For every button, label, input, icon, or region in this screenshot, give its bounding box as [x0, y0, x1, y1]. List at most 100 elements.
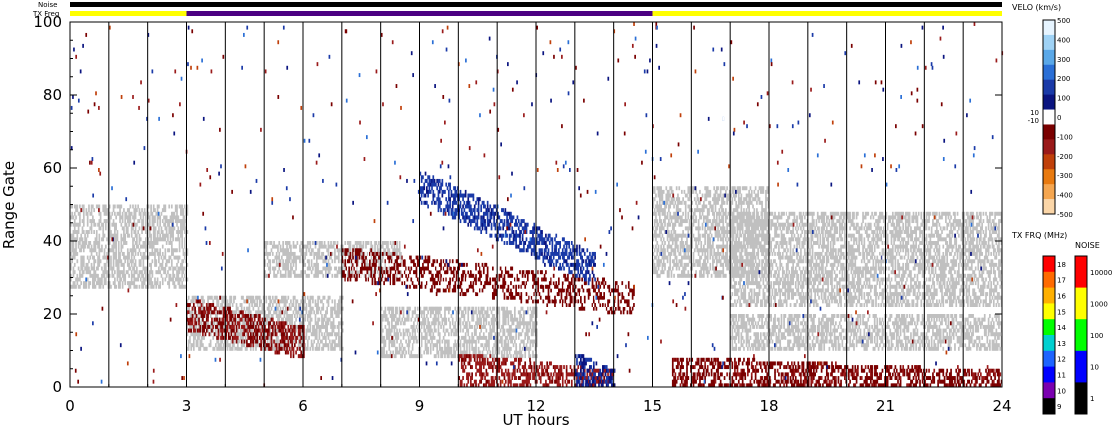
ground-scatter-cell: [213, 295, 216, 300]
ground-scatter-cell: [519, 332, 521, 337]
ground-scatter-cell: [664, 255, 666, 260]
ground-scatter-cell: [706, 222, 709, 227]
ground-scatter-cell: [454, 321, 457, 326]
ground-scatter-cell: [314, 346, 317, 351]
ground-scatter-cell: [376, 259, 379, 264]
ground-scatter-cell: [493, 306, 495, 311]
ground-scatter-cell: [673, 222, 675, 227]
ground-scatter-cell: [148, 273, 151, 278]
ground-scatter-cell: [657, 193, 660, 198]
ground-scatter-cell: [266, 339, 269, 344]
ground-scatter-cell: [200, 339, 203, 344]
ground-scatter-cell: [485, 335, 488, 340]
ground-scatter-cell: [158, 226, 160, 231]
ground-scatter-cell: [533, 328, 536, 333]
ground-scatter-cell: [283, 273, 286, 278]
ground-scatter-cell: [424, 328, 427, 333]
ground-scatter-cell: [295, 317, 297, 322]
ground-scatter-cell: [189, 324, 191, 329]
ground-scatter-cell: [275, 259, 278, 264]
ground-scatter-cell: [150, 204, 152, 209]
ground-scatter-cell: [473, 310, 476, 315]
ground-scatter-cell: [737, 244, 740, 249]
ground-scatter-cell: [415, 354, 418, 359]
ground-scatter-cell: [400, 270, 402, 275]
ground-scatter-cell: [318, 332, 321, 337]
ground-scatter-cell: [472, 350, 475, 355]
ground-scatter-cell: [419, 321, 422, 326]
ground-scatter-cell: [337, 321, 340, 326]
ground-scatter-cell: [286, 255, 288, 260]
ground-scatter-cell: [687, 273, 690, 278]
ground-scatter-cell: [138, 270, 141, 275]
ground-scatter-cell: [677, 215, 679, 220]
ground-scatter-cell: [468, 321, 471, 326]
ground-scatter-cell: [695, 189, 697, 194]
ground-scatter-cell: [310, 306, 313, 311]
ground-scatter-cell: [525, 328, 528, 333]
ground-scatter-cell: [112, 281, 115, 286]
ground-scatter-cell: [90, 208, 93, 213]
ground-scatter-cell: [702, 204, 705, 209]
ground-scatter-cell: [388, 321, 391, 326]
ground-scatter-cell: [658, 273, 661, 278]
ground-scatter-cell: [749, 215, 752, 220]
ground-scatter-cell: [134, 277, 137, 282]
ground-scatter-cell: [682, 244, 684, 249]
ground-scatter-cell: [513, 310, 516, 315]
ground-scatter-cell: [438, 321, 441, 326]
ground-scatter-cell: [750, 200, 753, 205]
ground-scatter-cell: [671, 215, 674, 220]
ground-scatter-cell: [507, 332, 510, 337]
ground-scatter-cell: [79, 215, 81, 220]
ground-scatter-cell: [202, 303, 204, 307]
ground-scatter-cell: [662, 248, 665, 253]
ground-scatter-cell: [318, 328, 321, 333]
ground-scatter-cell: [126, 251, 129, 256]
ground-scatter-cell: [222, 324, 225, 329]
ground-scatter-cell: [683, 255, 686, 260]
ground-scatter-cell: [739, 303, 741, 307]
ground-scatter-cell: [230, 346, 233, 351]
ground-scatter-cell: [234, 310, 237, 315]
ground-scatter-cell: [656, 222, 659, 227]
ground-scatter-cell: [103, 233, 106, 238]
ground-scatter-cell: [429, 343, 432, 348]
ground-scatter-cell: [164, 248, 167, 253]
ground-scatter-cell: [309, 317, 312, 322]
ground-scatter-cell: [752, 197, 754, 202]
ground-scatter-cell: [136, 277, 138, 282]
ground-scatter-cell: [735, 219, 738, 224]
ground-scatter-cell: [121, 284, 124, 289]
ground-scatter-cell: [436, 339, 439, 344]
ground-scatter-cell: [741, 273, 744, 278]
ground-scatter-cell: [739, 251, 741, 256]
ground-scatter-cell: [293, 255, 296, 260]
ground-scatter-cell: [260, 324, 262, 329]
ground-scatter-cell: [280, 273, 283, 278]
ground-scatter-cell: [319, 310, 322, 315]
ground-scatter-cell: [675, 219, 678, 224]
ground-scatter-cell: [732, 248, 735, 253]
ground-scatter-cell: [317, 321, 319, 326]
ground-scatter-cell: [652, 197, 655, 202]
ground-scatter-cell: [312, 332, 314, 337]
ground-scatter-cell: [138, 208, 141, 213]
ground-scatter-cell: [186, 248, 189, 253]
ground-scatter-cell: [756, 226, 758, 231]
ground-scatter-cell: [393, 314, 396, 318]
ground-scatter-cell: [312, 266, 314, 271]
ground-scatter-cell: [706, 273, 709, 278]
ground-scatter-cell: [128, 255, 130, 260]
ground-scatter-cell: [72, 281, 75, 286]
ground-scatter-cell: [475, 343, 477, 348]
ground-scatter-cell: [169, 255, 172, 260]
ground-scatter-cell: [713, 186, 716, 191]
ground-scatter-cell: [475, 328, 477, 333]
ground-scatter-cell: [315, 266, 318, 271]
ground-scatter-cell: [293, 244, 296, 249]
ground-scatter-cell: [402, 346, 405, 351]
ground-scatter-cell: [315, 310, 318, 315]
ground-scatter-cell: [229, 295, 231, 300]
ground-scatter-cell: [730, 266, 732, 271]
